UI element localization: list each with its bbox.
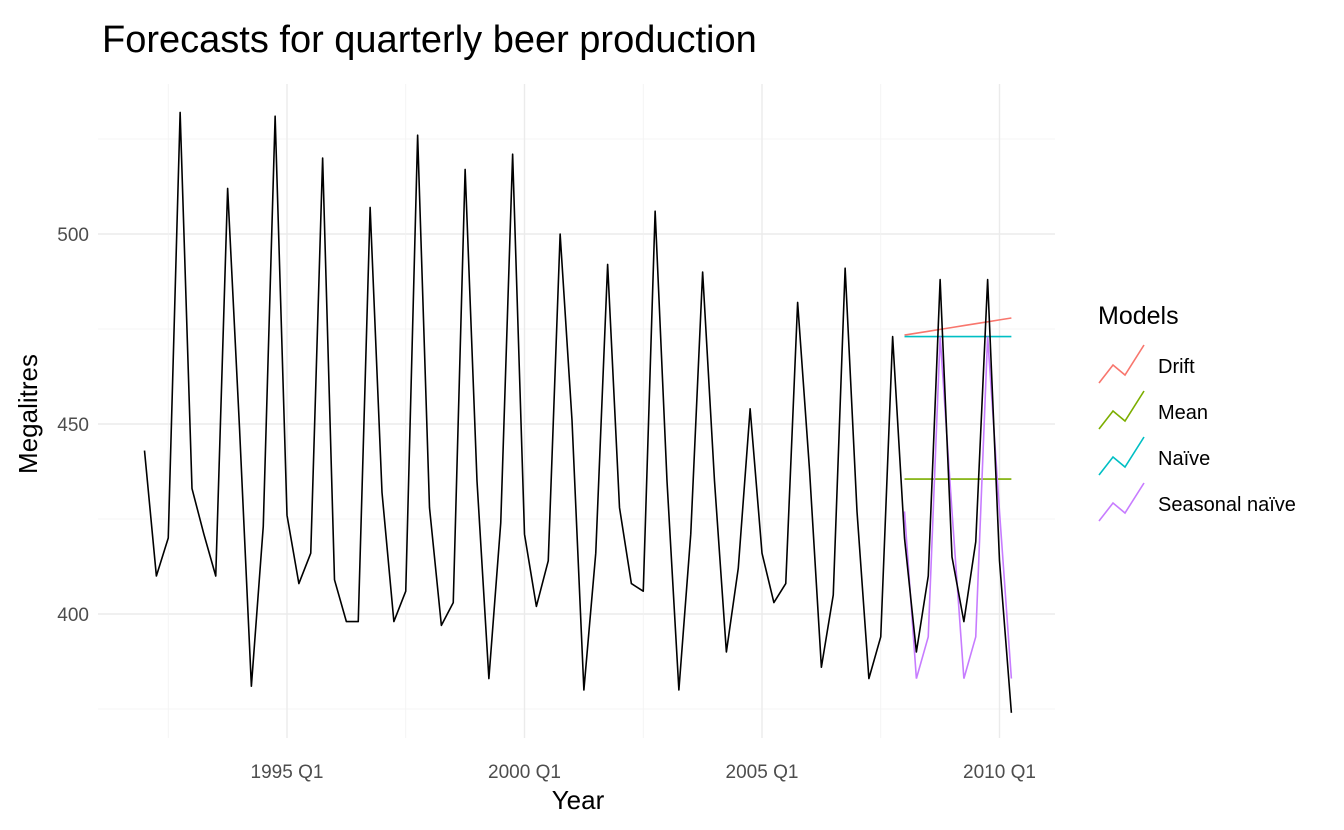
legend-key [1098,344,1145,384]
legend-label: Naïve [1158,448,1210,470]
legend-label: Seasonal naïve [1158,494,1296,516]
chart-title: Forecasts for quarterly beer production [102,19,757,61]
y-tick-label: 400 [57,605,89,626]
x-axis-title: Year [552,785,605,815]
legend-key [1098,390,1145,430]
x-tick-label: 1995 Q1 [251,762,324,783]
legend: Models Drift Mean Naïve Seasonal naïve [1098,302,1296,522]
tick-labels: 1995 Q1 2000 Q1 2005 Q1 2010 Q1 400 450 500 [57,225,1036,783]
legend-title: Models [1098,302,1179,330]
legend-label: Mean [1158,402,1208,424]
forecast-line-drift [904,317,1012,336]
x-tick-label: 2005 Q1 [726,762,799,783]
legend-label: Drift [1158,356,1195,378]
y-tick-label: 500 [57,225,89,246]
y-axis-title: Megalitres [13,354,43,474]
legend-key [1098,482,1145,522]
y-tick-label: 450 [57,415,89,436]
x-tick-label: 2000 Q1 [488,762,561,783]
legend-key [1098,436,1145,476]
grid [98,84,1055,738]
observed-line [143,111,1013,713]
series-layer [143,111,1013,713]
x-tick-label: 2010 Q1 [963,762,1036,783]
